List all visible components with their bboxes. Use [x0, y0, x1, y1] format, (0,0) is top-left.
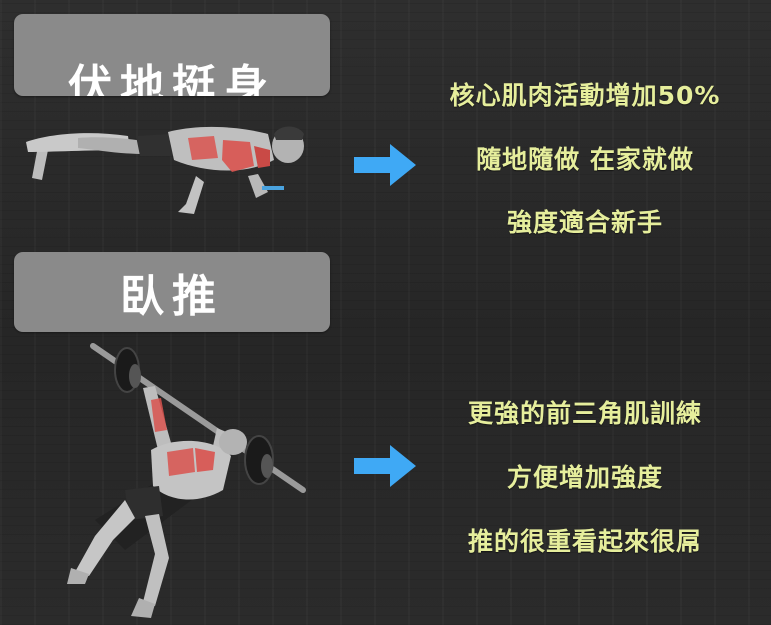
- pushup-title-box: 伏地挺身: [14, 14, 330, 96]
- bench-benefit-1: 更強的前三角肌訓練: [467, 399, 702, 428]
- right-arrow-icon: [350, 140, 420, 190]
- bench-benefit-3: 推的很重看起來很屌: [467, 527, 702, 556]
- pushup-benefit-2: 隨地隨做 在家就做: [476, 145, 694, 174]
- right-arrow-icon: [350, 441, 420, 491]
- pushup-title: 伏地挺身: [68, 61, 276, 96]
- bench-press-illustration: [67, 343, 306, 618]
- pushup-benefit-1: 核心肌肉活動增加50%: [449, 81, 721, 110]
- pushup-illustration: [26, 126, 304, 214]
- bench-title-box: 臥推: [14, 252, 330, 332]
- pushup-benefit-3: 強度適合新手: [506, 208, 663, 237]
- bench-benefit-2: 方便增加強度: [506, 463, 663, 492]
- bench-title: 臥推: [120, 271, 224, 322]
